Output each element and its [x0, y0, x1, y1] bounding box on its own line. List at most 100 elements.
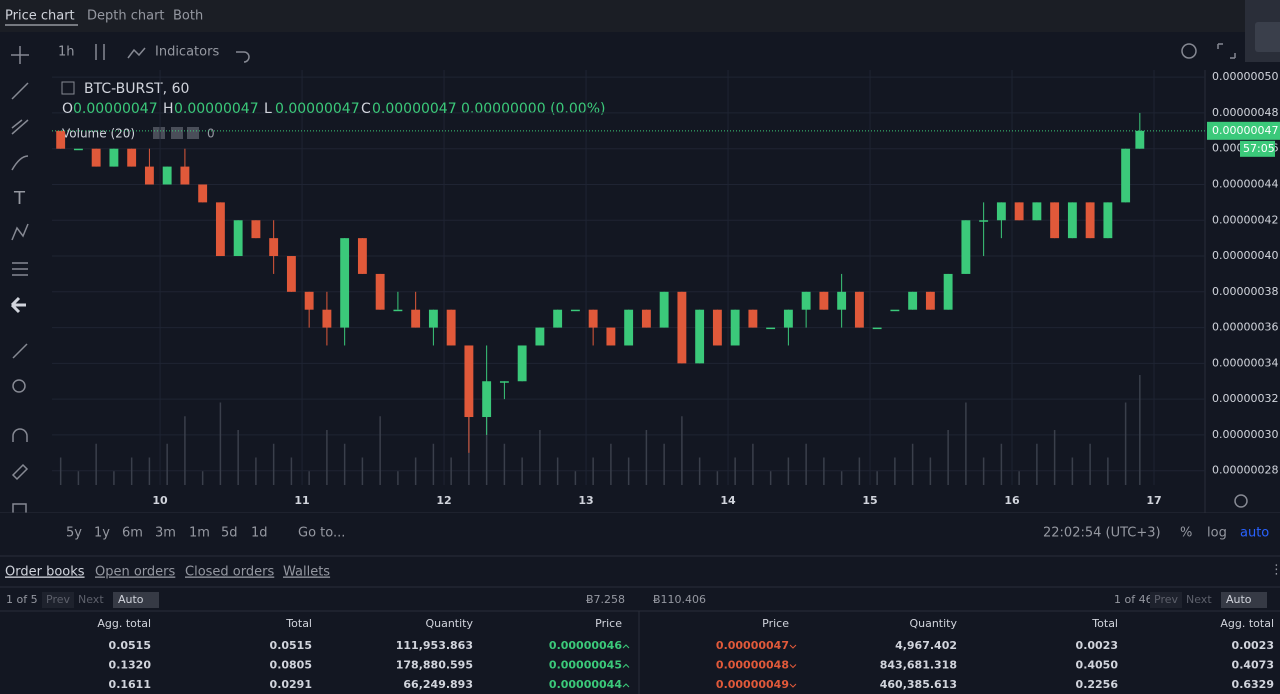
tab[interactable]: Both: [173, 9, 203, 24]
volume-bar: [823, 457, 825, 485]
candle-body: [570, 309, 580, 312]
arrow: [622, 663, 630, 668]
range-button[interactable]: 3m: [155, 526, 176, 541]
ohlc-value: 0.00000047: [275, 101, 360, 117]
candle-body: [783, 309, 793, 328]
volume-bar: [663, 443, 665, 485]
candle-body: [1103, 202, 1113, 239]
candle-body: [641, 309, 651, 328]
cell: 0.6329: [1232, 678, 1274, 691]
scale-option[interactable]: %: [1180, 526, 1192, 541]
undo-icon[interactable]: [236, 51, 250, 63]
prev: Prev: [46, 593, 70, 606]
volume-bar: [148, 457, 151, 485]
menu[interactable]: ⋮: [1270, 563, 1280, 578]
volume-bar: [361, 457, 364, 485]
volume-bar: [716, 471, 719, 485]
axis-settings[interactable]: [1234, 494, 1248, 508]
order-tab[interactable]: Order books: [5, 565, 85, 580]
volume-bar: [1000, 443, 1003, 485]
pattern-icon[interactable]: [11, 223, 29, 241]
volume-label: Volume (20): [62, 127, 135, 141]
arrow: [622, 683, 630, 688]
candle-body: [464, 345, 474, 418]
settings-icon[interactable]: [1181, 43, 1197, 59]
brush-icon[interactable]: [11, 155, 29, 171]
candle-body: [908, 291, 918, 310]
zoom-icon[interactable]: [12, 379, 26, 393]
volume-bar: [59, 457, 62, 485]
range-button[interactable]: 6m: [122, 526, 143, 541]
volume-bar: [326, 430, 328, 485]
line-icon[interactable]: [11, 82, 29, 100]
price: 0.00000044: [549, 678, 622, 691]
range-button[interactable]: 1m: [189, 526, 210, 541]
range-button[interactable]: 1y: [94, 526, 110, 541]
volume-bar: [184, 416, 186, 485]
order-tab[interactable]: Wallets: [283, 565, 330, 580]
range-button[interactable]: 5d: [221, 526, 238, 541]
volume-bar: [965, 402, 967, 485]
prev-button[interactable]: [42, 592, 74, 608]
indicators[interactable]: Indicators: [155, 45, 219, 60]
candle-body: [73, 148, 83, 151]
x-tick-label: 14: [720, 494, 736, 507]
volume-bar: [1071, 457, 1074, 485]
measure-icon[interactable]: [12, 262, 28, 276]
scale-option[interactable]: auto: [1240, 526, 1269, 541]
text-icon[interactable]: T: [13, 188, 26, 209]
indicators-icon[interactable]: [127, 47, 146, 59]
volume-close[interactable]: [187, 127, 199, 139]
mode: Auto: [1226, 593, 1252, 606]
candle-body: [819, 291, 829, 310]
ohlc-value: 0.00000047: [73, 101, 158, 117]
candle-body: [127, 148, 137, 167]
mode-select[interactable]: [1221, 592, 1267, 608]
mode-select[interactable]: [113, 592, 159, 608]
fullscreen-icon[interactable]: [1217, 43, 1236, 59]
collapse-icon[interactable]: [61, 81, 75, 95]
volume-settings[interactable]: [153, 127, 165, 139]
scale-option[interactable]: log: [1207, 526, 1227, 541]
cell: 0.1320: [109, 659, 152, 672]
price: 0.00000045: [549, 659, 622, 672]
candle-body: [695, 309, 705, 364]
volume-settings[interactable]: [171, 127, 183, 139]
range-button[interactable]: 1d: [251, 526, 268, 541]
next[interactable]: Next: [78, 593, 104, 606]
order-tab[interactable]: Open orders: [95, 565, 176, 580]
volume-bar: [521, 457, 523, 485]
fib-icon[interactable]: [11, 119, 29, 135]
cell: 0.0291: [270, 678, 312, 691]
tab[interactable]: Price chart: [5, 9, 75, 24]
candle-body: [340, 238, 350, 328]
range-button[interactable]: 5y: [66, 526, 82, 541]
candle-body: [837, 291, 847, 310]
candle-body: [162, 166, 172, 185]
prev-button[interactable]: [1150, 592, 1182, 608]
ruler-icon[interactable]: [12, 343, 28, 359]
order-tab[interactable]: Closed orders: [185, 565, 274, 580]
chart-type-icon[interactable]: [95, 44, 105, 60]
next[interactable]: Next: [1186, 593, 1212, 606]
crosshair-icon[interactable]: [11, 46, 29, 64]
popup-button[interactable]: [1255, 22, 1280, 52]
tab[interactable]: Depth chart: [87, 9, 165, 24]
candle-body: [677, 291, 687, 364]
y-tick-label: 0.00000040: [1212, 249, 1278, 262]
goto[interactable]: Go to...: [298, 526, 345, 541]
eraser-icon[interactable]: [11, 463, 29, 481]
cell: 460,385.613: [880, 678, 957, 691]
magnet-icon[interactable]: [12, 428, 28, 442]
change: 0.00000000 (0.00%): [461, 101, 605, 117]
cell: 0.1611: [109, 678, 151, 691]
candle-body: [712, 309, 722, 346]
cell: 111,953.863: [396, 639, 473, 652]
volume-bar: [539, 430, 541, 485]
symbol[interactable]: BTC-BURST, 60: [84, 81, 189, 97]
volume-bar: [343, 443, 346, 485]
candle-body: [198, 184, 208, 203]
back-icon[interactable]: [10, 296, 26, 314]
mode: Auto: [118, 593, 144, 606]
interval[interactable]: 1h: [58, 45, 75, 60]
